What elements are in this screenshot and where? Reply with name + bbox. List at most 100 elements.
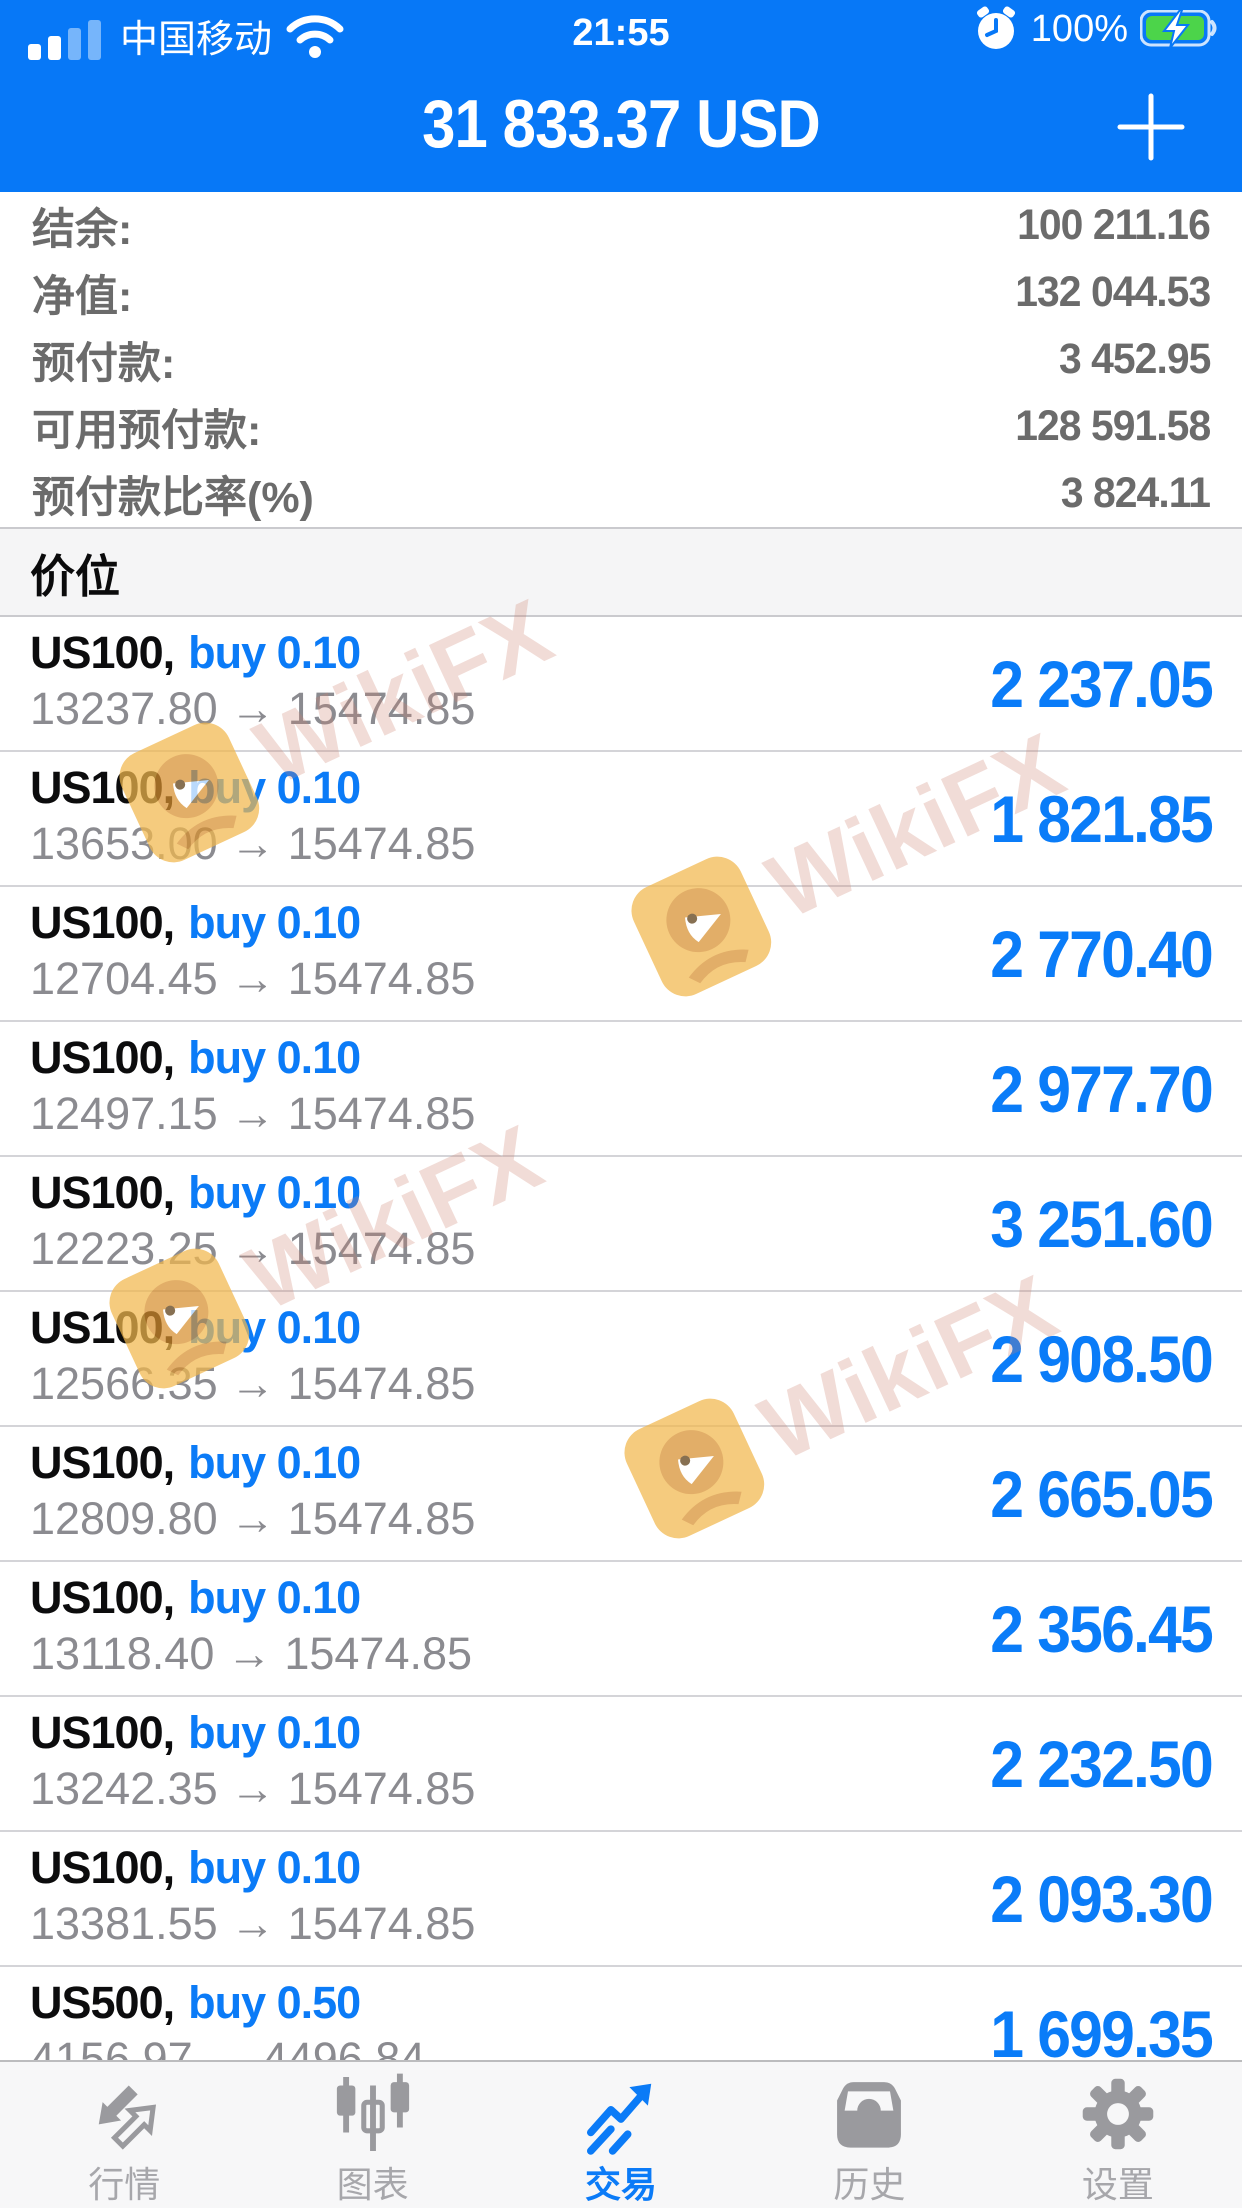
- position-row[interactable]: US100, buy 0.10 13653.00 → 15474.85 1 82…: [0, 752, 1242, 887]
- position-title: US100, buy 0.10: [30, 1707, 1212, 1763]
- position-open-current-price: 13381.55 → 15474.85: [30, 1898, 476, 1949]
- account-value: 3 824.11: [1060, 469, 1211, 517]
- position-side-volume: buy 0.10: [188, 1302, 361, 1353]
- position-symbol: US100,: [30, 1302, 175, 1353]
- position-symbol: US100,: [30, 1707, 175, 1758]
- position-profit: 2 356.45: [990, 1591, 1213, 1666]
- position-side-volume: buy 0.10: [188, 1707, 361, 1758]
- position-row[interactable]: US100, buy 0.10 12704.45 → 15474.85 2 77…: [0, 887, 1242, 1022]
- position-title: US100, buy 0.10: [30, 1437, 1212, 1493]
- history-icon: [837, 2082, 902, 2148]
- add-order-button[interactable]: [1116, 92, 1186, 162]
- positions-list: US100, buy 0.10 13237.80 → 15474.85 2 23…: [0, 617, 1242, 2102]
- account-summary-row: 预付款: 3 452.95: [0, 326, 1242, 393]
- charts-icon: [336, 2073, 409, 2151]
- position-profit: 3 251.60: [990, 1186, 1213, 1261]
- account-value: 128 591.58: [1015, 402, 1211, 450]
- account-summary: 结余: 100 211.16 净值: 132 044.53 预付款: 3 452…: [0, 192, 1242, 527]
- position-symbol: US100,: [30, 897, 175, 948]
- position-symbol: US100,: [30, 762, 175, 813]
- tab-history[interactable]: 历史: [745, 2062, 993, 2208]
- tab-charts[interactable]: 图表: [248, 2062, 496, 2208]
- tab-trade-label: 交易: [585, 2164, 658, 2205]
- position-title: US100, buy 0.10: [30, 1572, 1212, 1628]
- trade-icon: [586, 2083, 652, 2155]
- account-summary-row: 结余: 100 211.16: [0, 192, 1242, 259]
- position-profit: 2 977.70: [990, 1051, 1213, 1126]
- position-title: US100, buy 0.10: [30, 1167, 1212, 1223]
- position-profit: 1 699.35: [990, 1996, 1213, 2071]
- account-value: 132 044.53: [1015, 268, 1211, 316]
- position-row[interactable]: US100, buy 0.10 12223.25 → 15474.85 3 25…: [0, 1157, 1242, 1292]
- wifi-icon: [286, 14, 344, 58]
- settings-icon: [1082, 2078, 1154, 2150]
- account-value: 100 211.16: [1017, 201, 1211, 249]
- position-open-current-price: 12497.15 → 15474.85: [30, 1088, 476, 1139]
- position-title: US100, buy 0.10: [30, 627, 1212, 683]
- position-row[interactable]: US100, buy 0.10 13237.80 → 15474.85 2 23…: [0, 617, 1242, 752]
- position-side-volume: buy 0.10: [188, 1437, 361, 1488]
- account-label: 预付款:: [32, 339, 176, 388]
- position-side-volume: buy 0.10: [188, 1572, 361, 1623]
- carrier-label: 中国移动: [120, 19, 273, 61]
- position-open-current-price: 12223.25 → 15474.85: [30, 1223, 476, 1274]
- position-profit: 2 237.05: [990, 646, 1213, 721]
- position-side-volume: buy 0.10: [188, 1842, 361, 1893]
- position-open-current-price: 13242.35 → 15474.85: [30, 1763, 476, 1814]
- position-symbol: US100,: [30, 1842, 175, 1893]
- position-row[interactable]: US100, buy 0.10 12497.15 → 15474.85 2 97…: [0, 1022, 1242, 1157]
- tab-quotes-label: 行情: [88, 2164, 161, 2205]
- header: 中国移动 21:55 100%: [0, 0, 1242, 192]
- position-side-volume: buy 0.10: [188, 897, 361, 948]
- position-side-volume: buy 0.10: [188, 627, 361, 678]
- tab-history-label: 历史: [833, 2164, 906, 2205]
- positions-section-title: 价位: [30, 550, 121, 602]
- position-open-current-price: 12704.45 → 15474.85: [30, 953, 476, 1004]
- account-label: 可用预付款:: [32, 406, 262, 455]
- account-label: 结余:: [32, 205, 133, 254]
- tab-quotes[interactable]: 行情: [0, 2062, 248, 2208]
- position-row[interactable]: US100, buy 0.10 13242.35 → 15474.85 2 23…: [0, 1697, 1242, 1832]
- position-side-volume: buy 0.10: [188, 1167, 361, 1218]
- position-row[interactable]: US100, buy 0.10 13118.40 → 15474.85 2 35…: [0, 1562, 1242, 1697]
- position-row[interactable]: US100, buy 0.10 12809.80 → 15474.85 2 66…: [0, 1427, 1242, 1562]
- position-profit: 2 093.30: [990, 1861, 1213, 1936]
- position-title: US100, buy 0.10: [30, 1032, 1212, 1088]
- alarm-clock-icon: [976, 6, 1015, 49]
- tab-trade[interactable]: 交易: [497, 2062, 745, 2208]
- account-total-title: 31 833.37 USD: [422, 85, 821, 162]
- cellular-signal-icon: [28, 19, 101, 60]
- battery-charging-icon: [1140, 10, 1217, 48]
- account-summary-row: 可用预付款: 128 591.58: [0, 393, 1242, 460]
- position-row[interactable]: US100, buy 0.10 12566.35 → 15474.85 2 90…: [0, 1292, 1242, 1427]
- position-symbol: US100,: [30, 627, 175, 678]
- tab-settings-label: 设置: [1081, 2164, 1154, 2205]
- account-label: 净值:: [32, 272, 133, 321]
- position-profit: 2 232.50: [990, 1726, 1213, 1801]
- status-bar: 中国移动 21:55 100%: [0, 0, 1242, 62]
- position-side-volume: buy 0.10: [188, 1032, 361, 1083]
- position-title: US100, buy 0.10: [30, 897, 1212, 953]
- account-summary-row: 预付款比率(%) 3 824.11: [0, 460, 1242, 527]
- position-row[interactable]: US100, buy 0.10 13381.55 → 15474.85 2 09…: [0, 1832, 1242, 1967]
- position-symbol: US100,: [30, 1032, 175, 1083]
- account-label: 预付款比率(%): [32, 473, 314, 522]
- positions-section-header: 价位: [0, 527, 1242, 617]
- position-title: US100, buy 0.10: [30, 1842, 1212, 1898]
- account-summary-row: 净值: 132 044.53: [0, 259, 1242, 326]
- position-profit: 2 665.05: [990, 1456, 1213, 1531]
- position-open-current-price: 13118.40 → 15474.85: [30, 1628, 473, 1679]
- tab-charts-label: 图表: [336, 2164, 409, 2205]
- position-profit: 1 821.85: [990, 781, 1213, 856]
- position-side-volume: buy 0.50: [188, 1977, 361, 2028]
- tab-bar: 行情 图表 交易 历史: [0, 2060, 1242, 2208]
- position-title: US500, buy 0.50: [30, 1977, 1212, 2033]
- status-time: 21:55: [572, 12, 670, 54]
- account-value: 3 452.95: [1058, 335, 1211, 383]
- position-symbol: US100,: [30, 1437, 175, 1488]
- battery-percent-label: 100%: [1030, 7, 1128, 50]
- tab-settings[interactable]: 设置: [994, 2062, 1242, 2208]
- header-title-row: 31 833.37 USD: [0, 62, 1242, 192]
- quotes-icon: [98, 2085, 157, 2150]
